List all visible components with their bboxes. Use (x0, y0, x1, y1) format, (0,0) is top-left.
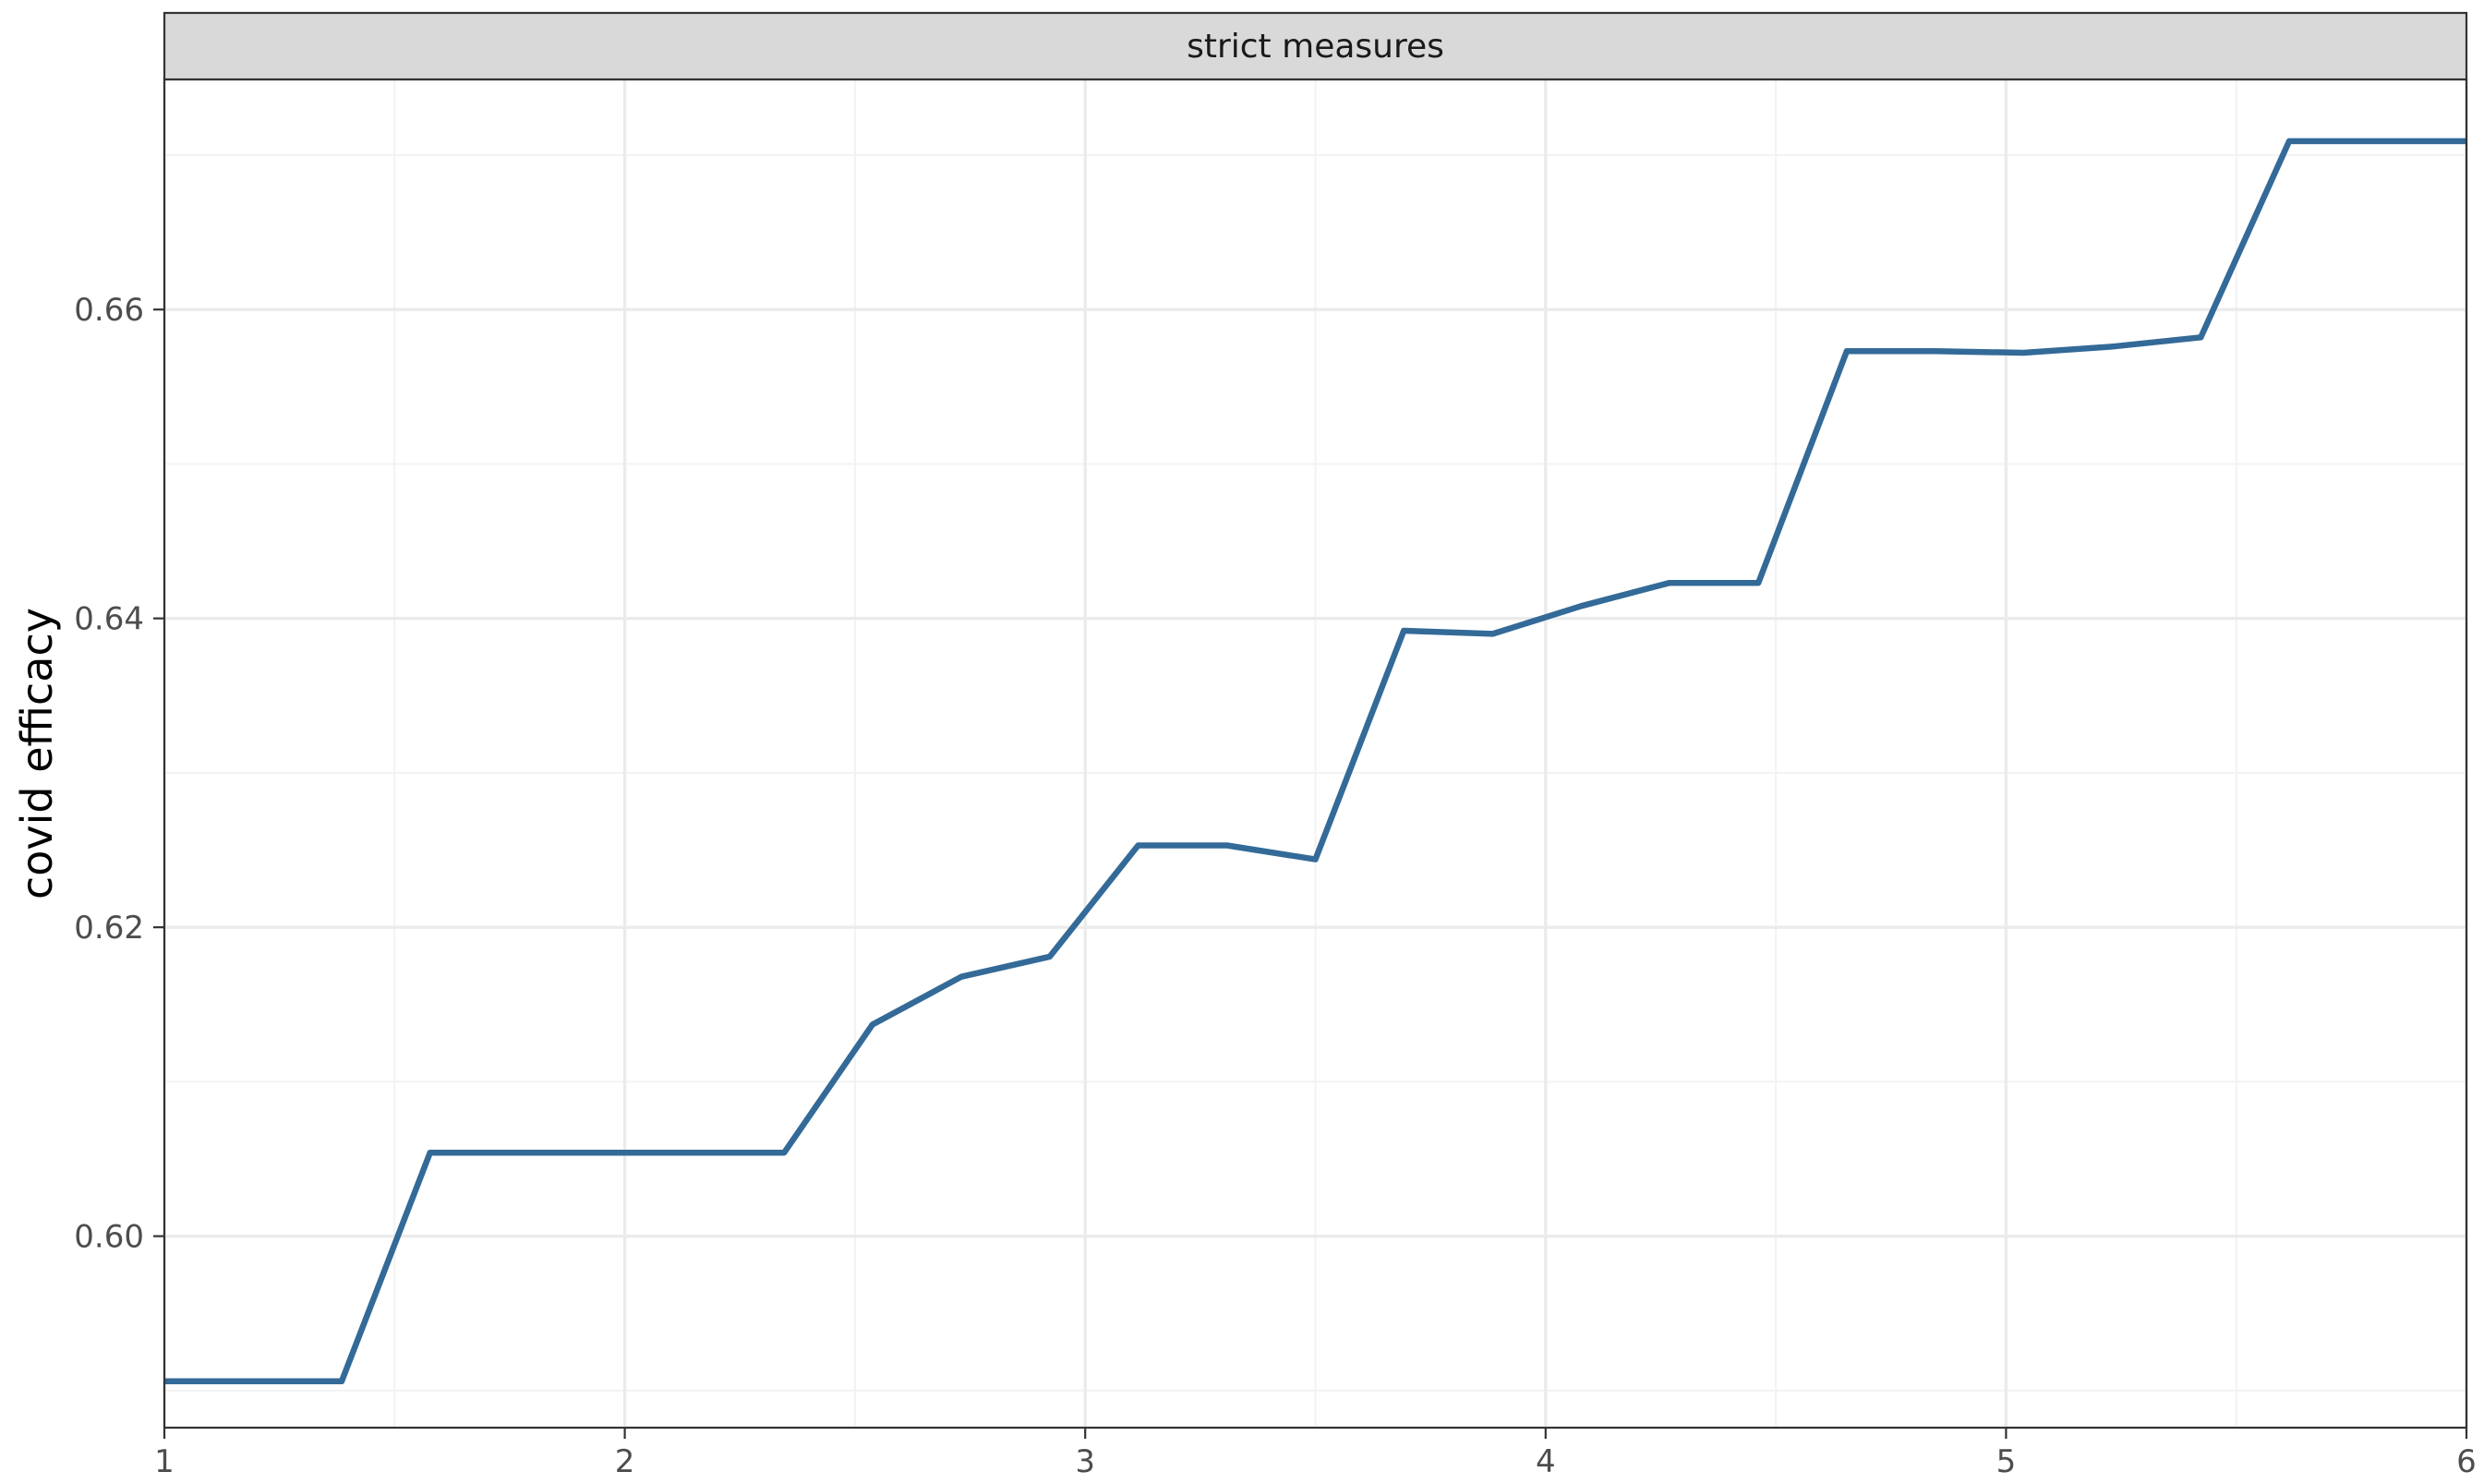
x-axis: 1 2 3 4 5 6 (154, 1428, 2477, 1480)
x-tick-label: 6 (2456, 1443, 2477, 1480)
x-tick-label: 4 (1536, 1443, 1556, 1480)
y-axis: 0.60 0.62 0.64 0.66 (74, 292, 164, 1256)
series-line (164, 138, 2466, 1385)
y-tick-label: 0.62 (74, 910, 144, 947)
x-tick-label: 1 (154, 1443, 175, 1480)
y-tick-label: 0.66 (74, 292, 144, 329)
x-tick-label: 2 (615, 1443, 635, 1480)
y-tick-label: 0.60 (74, 1219, 144, 1256)
series-layer (164, 138, 2466, 1385)
facet-strip-label: strict measures (1187, 28, 1444, 66)
facet-strip-background (163, 11, 2468, 81)
x-tick-label: 3 (1075, 1443, 1095, 1480)
x-tick-label: 5 (1996, 1443, 2017, 1480)
y-axis-title: covid efficacy (12, 608, 62, 899)
y-tick-label: 0.64 (74, 601, 144, 638)
facet-strip: strict measures (163, 11, 2468, 81)
